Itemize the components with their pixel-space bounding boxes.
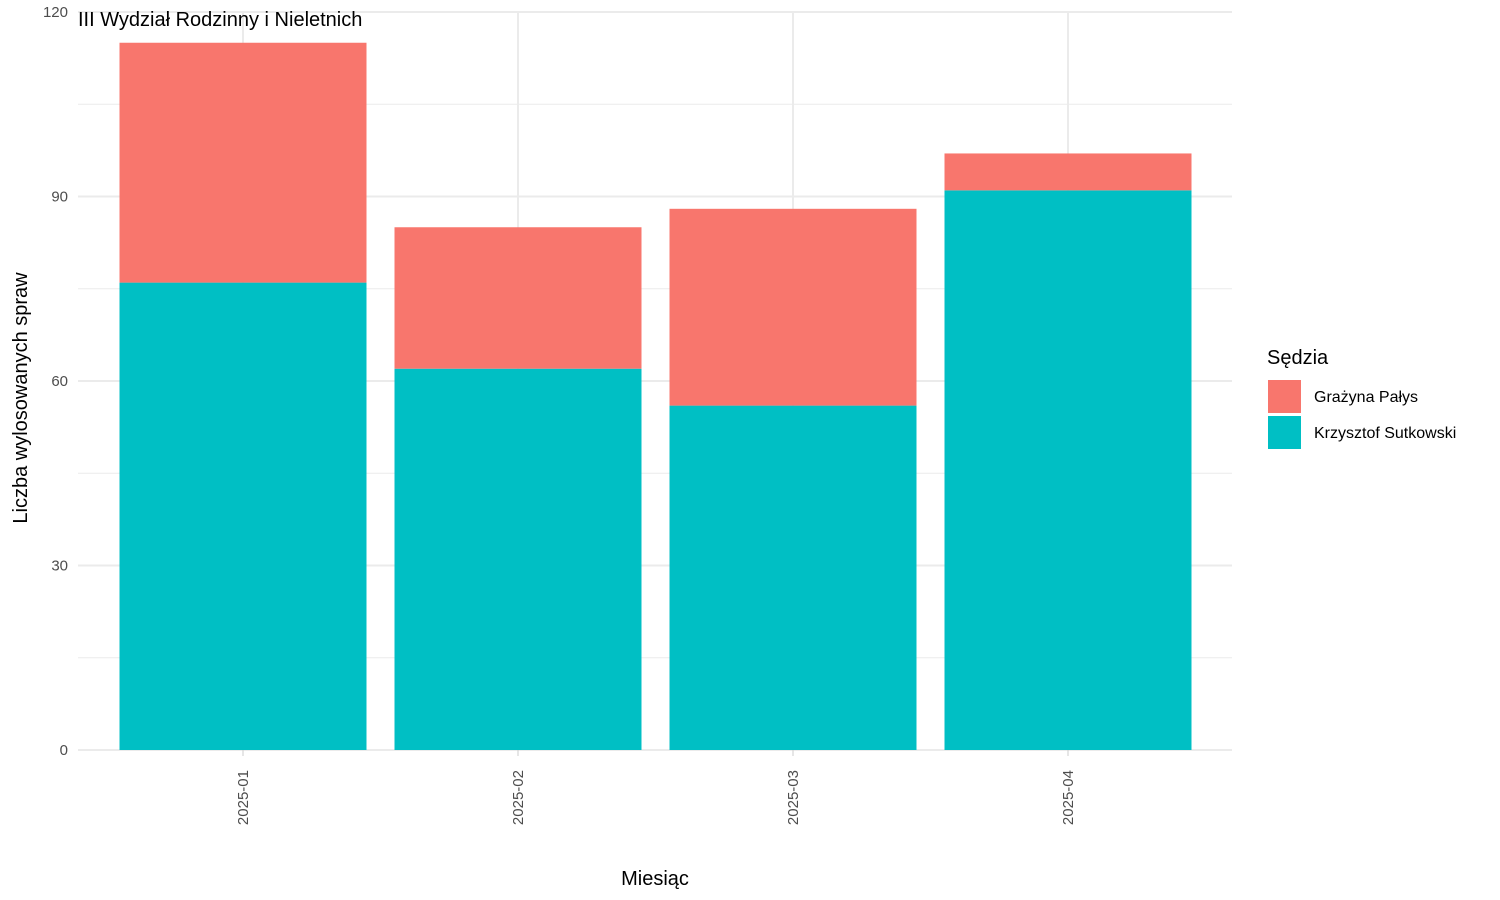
legend-swatch — [1268, 380, 1301, 413]
y-tick-label: 60 — [51, 373, 68, 390]
legend-label: Grażyna Pałys — [1314, 389, 1418, 406]
legend-swatch — [1268, 416, 1301, 449]
axes: 0 30 60 90 120 2025-01 2025-02 2025-03 2025-04 — [43, 4, 1077, 825]
x-tick-label: 2025-02 — [510, 770, 527, 825]
x-tick-label: 2025-01 — [235, 770, 252, 825]
y-tick-label: 90 — [51, 189, 68, 206]
bar-segment — [119, 282, 367, 750]
x-tick-label: 2025-04 — [1060, 770, 1077, 825]
bar-segment — [119, 42, 367, 283]
bars — [119, 42, 1192, 751]
bar-segment — [669, 405, 917, 750]
x-axis-title: Miesiąc — [621, 868, 689, 890]
bar-segment — [944, 190, 1192, 751]
bar-segment — [394, 368, 642, 750]
y-tick-label: 120 — [43, 4, 68, 21]
chart-title: III Wydział Rodzinny i Nieletnich — [78, 9, 362, 31]
bar-segment — [669, 208, 917, 406]
y-axis-title: Liczba wylosowanych spraw — [10, 272, 32, 524]
legend-title: Sędzia — [1267, 347, 1329, 369]
bar-segment — [944, 153, 1192, 191]
legend-label: Krzysztof Sutkowski — [1314, 425, 1456, 442]
bar-segment — [394, 227, 642, 369]
legend: Sędzia Grażyna Pałys Krzysztof Sutkowski — [1267, 347, 1456, 449]
y-tick-label: 30 — [51, 558, 68, 575]
y-tick-label: 0 — [60, 742, 68, 759]
x-tick-label: 2025-03 — [785, 770, 802, 825]
